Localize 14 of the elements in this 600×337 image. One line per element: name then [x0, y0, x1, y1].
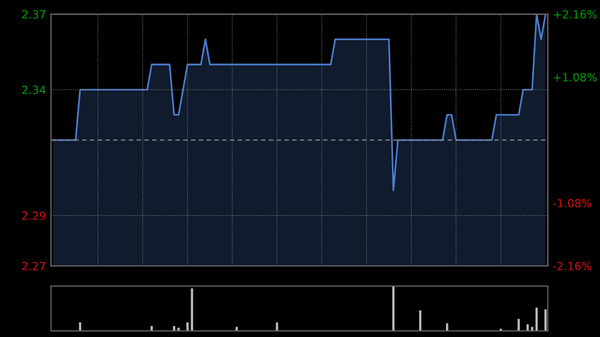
y2-tick-label: +1.08%: [554, 73, 597, 82]
y2-tick-label: -1.08%: [553, 198, 592, 208]
y2-tick-label: +2.16%: [554, 10, 597, 19]
y-tick-label: 2.29: [22, 212, 46, 220]
bar: [419, 310, 422, 331]
bar: [150, 326, 153, 331]
bar: [531, 326, 534, 331]
bar: [236, 326, 238, 331]
y-tick-label: 2.27: [22, 262, 46, 270]
bar: [526, 324, 529, 331]
bar: [518, 318, 520, 331]
y-tick-label: 2.37: [22, 10, 46, 19]
y2-tick-label: -2.16%: [553, 262, 592, 270]
y-tick-label: 2.34: [22, 86, 46, 94]
